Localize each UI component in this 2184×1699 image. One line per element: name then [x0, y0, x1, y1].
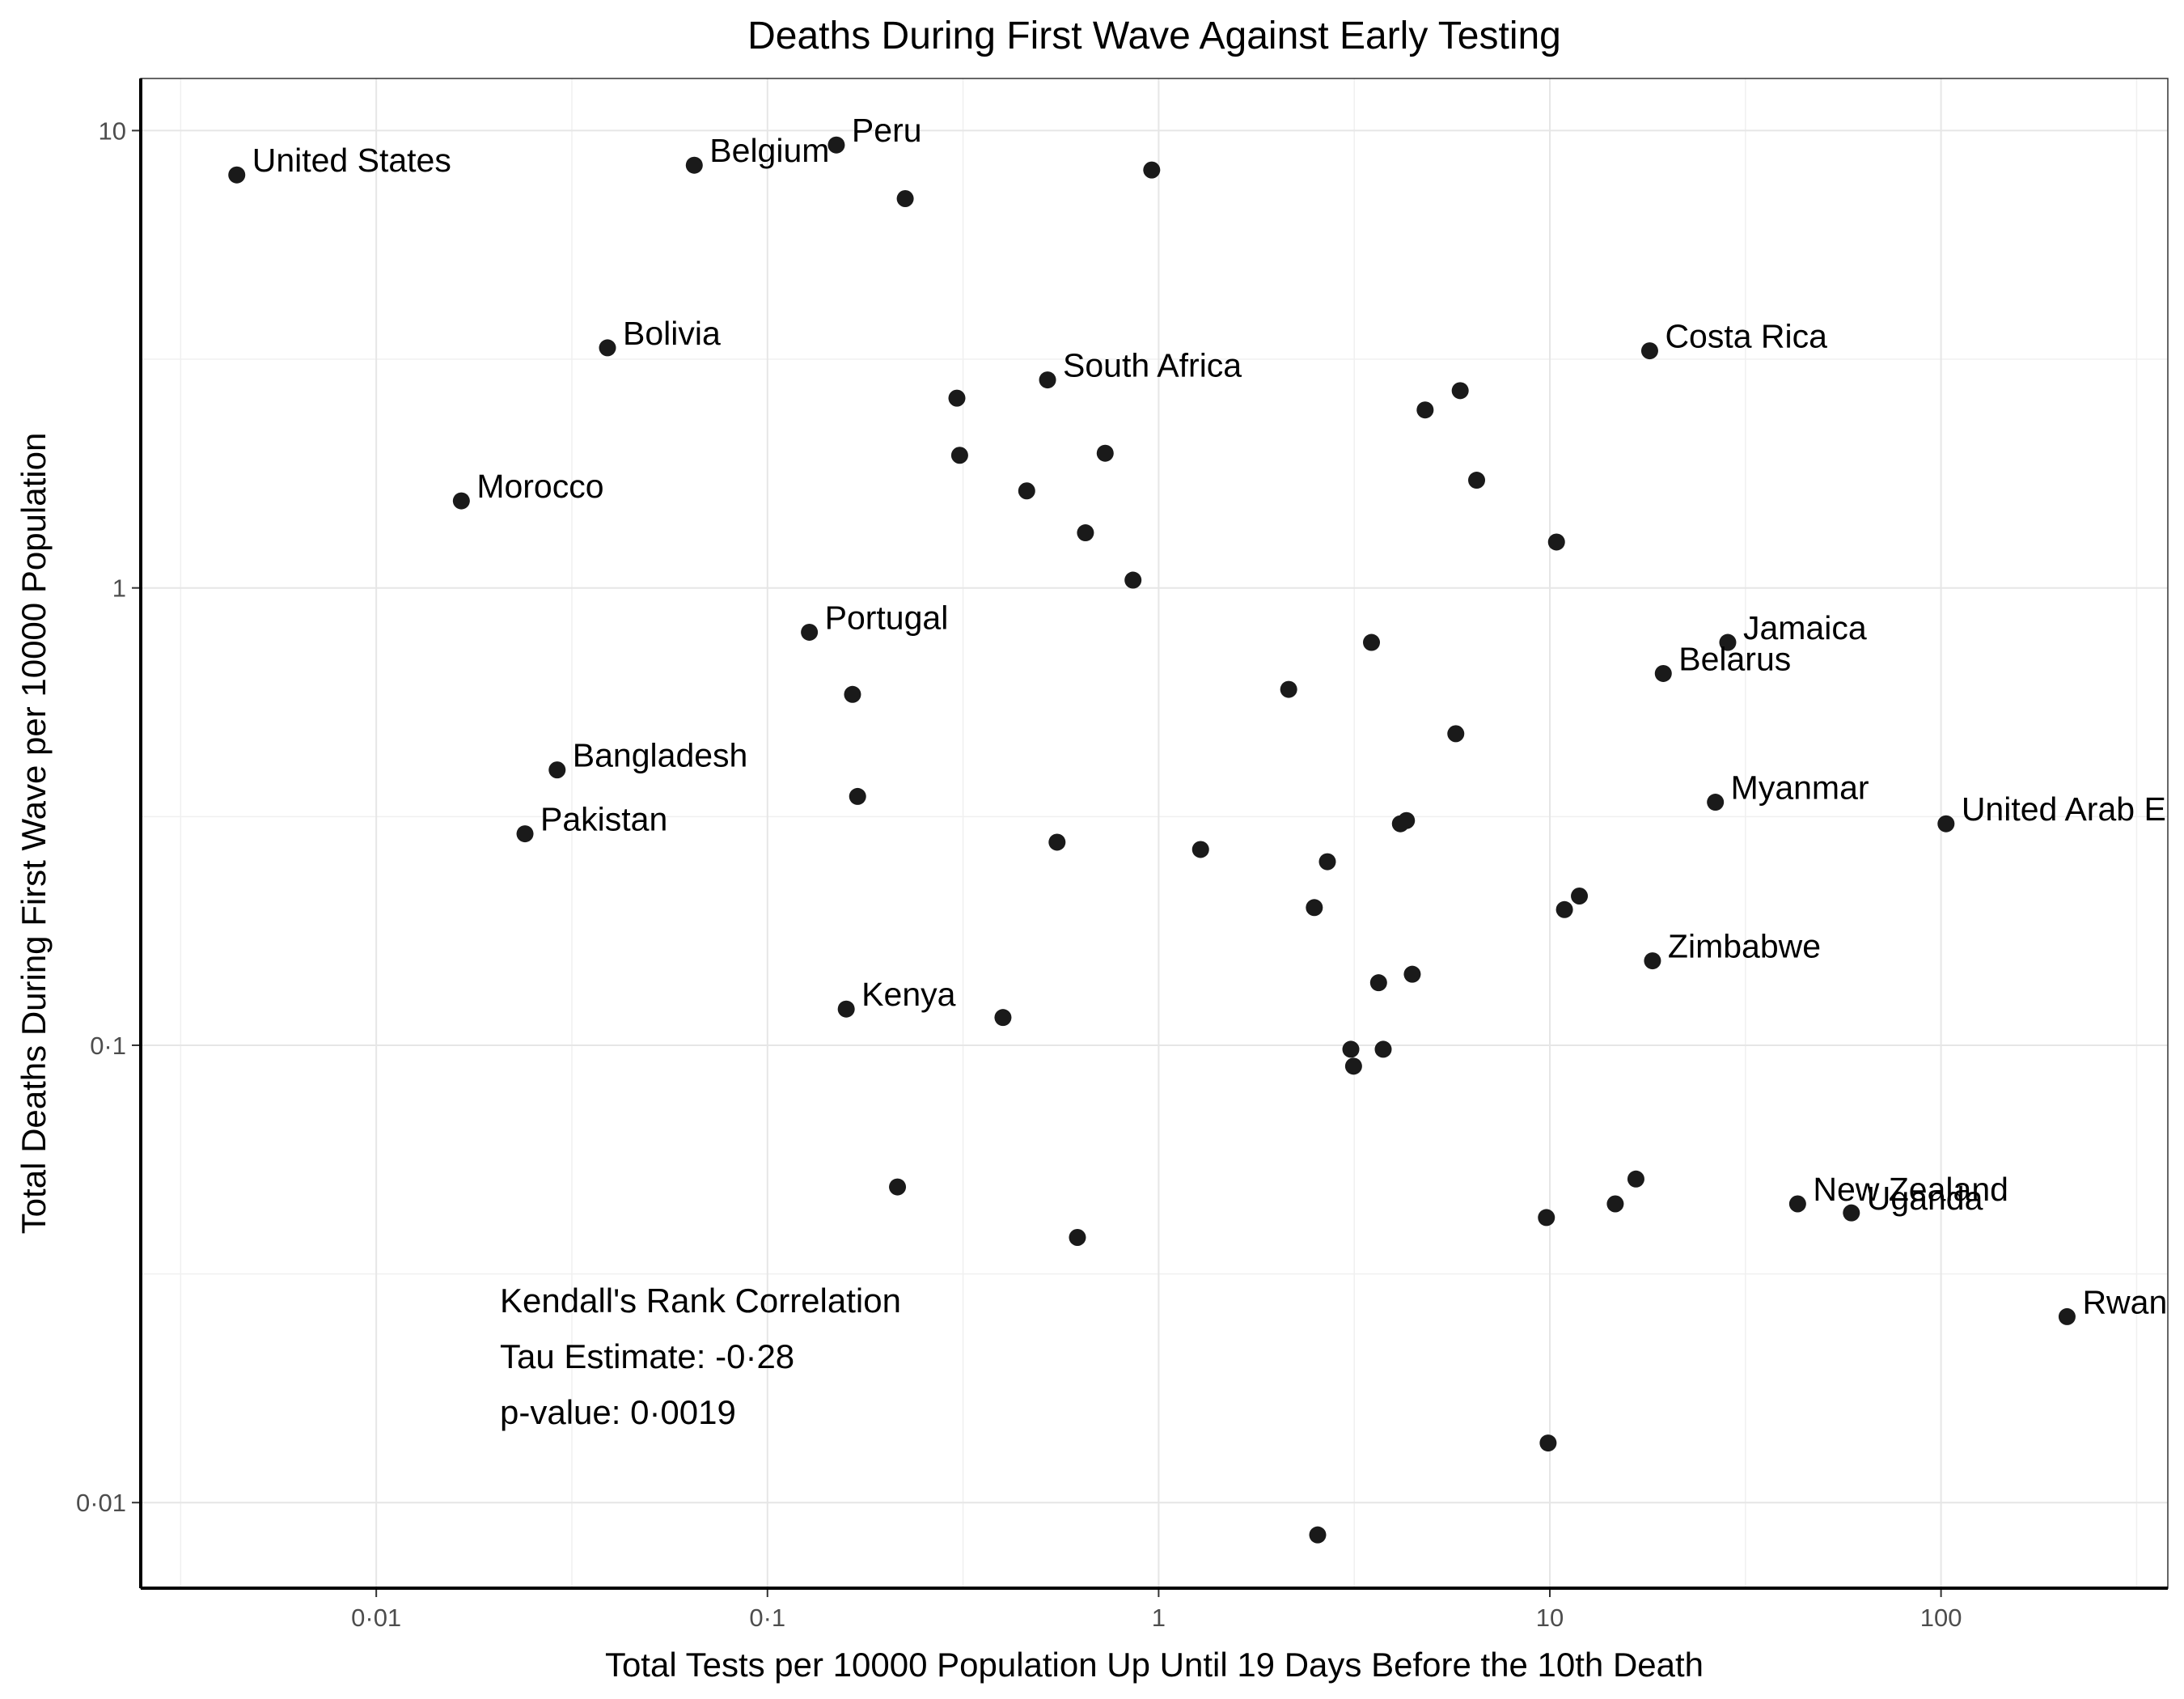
data-point: [1644, 952, 1661, 970]
data-point: [889, 1178, 907, 1196]
data-point: [452, 492, 470, 510]
x-tick-label: 100: [1920, 1604, 1962, 1632]
data-point: [1306, 899, 1323, 917]
y-tick-label: 0·01: [76, 1489, 126, 1517]
data-point: [516, 825, 534, 843]
correlation-annotation: Kendall's Rank Correlation Tau Estimate:…: [500, 1282, 901, 1431]
point-label: Morocco: [476, 468, 603, 505]
point-label: Belgium: [709, 132, 829, 169]
data-point: [1191, 841, 1209, 858]
data-point: [548, 761, 566, 779]
data-point: [1416, 401, 1434, 419]
x-axis-title: Total Tests per 10000 Population Up Unti…: [605, 1646, 1704, 1684]
data-points: [228, 136, 2076, 1544]
point-label: Pakistan: [540, 801, 667, 838]
data-point: [1451, 382, 1469, 400]
y-tick-label: 10: [99, 117, 126, 145]
data-point: [844, 685, 861, 703]
data-point: [1555, 900, 1573, 918]
data-point: [1280, 680, 1297, 698]
data-point: [1369, 974, 1387, 992]
annotation-line-2: Tau Estimate: -0·28: [500, 1337, 794, 1375]
data-point: [1627, 1170, 1644, 1188]
data-point: [1640, 342, 1658, 360]
data-point: [801, 623, 819, 641]
data-point: [1707, 794, 1725, 811]
data-point: [837, 1000, 855, 1018]
data-point: [1403, 965, 1421, 983]
data-point: [1096, 444, 1114, 462]
data-point: [950, 447, 968, 464]
point-label: Zimbabwe: [1668, 928, 1821, 965]
data-point: [1654, 664, 1672, 682]
data-point: [1342, 1040, 1360, 1058]
data-point: [1539, 1434, 1557, 1452]
chart-title: Deaths During First Wave Against Early T…: [747, 15, 1561, 57]
point-label: Jamaica: [1743, 609, 1867, 646]
data-point: [1468, 472, 1486, 489]
point-label: Costa Rica: [1665, 318, 1827, 355]
point-label: Portugal: [825, 599, 949, 636]
point-labels: United States Belgium Peru Bolivia South Afr…: [252, 112, 2184, 1320]
data-point: [896, 189, 914, 207]
point-label: New Zealand: [1813, 1171, 2008, 1208]
point-label: Bolivia: [623, 315, 721, 352]
data-point: [1571, 887, 1589, 905]
point-label: Uganda: [1867, 1180, 1983, 1217]
data-point: [1124, 571, 1142, 589]
data-point: [827, 136, 845, 154]
data-point: [685, 156, 703, 174]
y-tick-label: 0·1: [90, 1032, 126, 1060]
data-point: [1538, 1209, 1555, 1227]
data-point: [1143, 161, 1161, 179]
point-label: United Arab Emirates: [1962, 790, 2184, 828]
annotation-line-3: p-value: 0·0019: [500, 1393, 736, 1431]
data-point: [1547, 533, 1565, 551]
data-point: [1048, 833, 1066, 851]
axes: 0·01 0·1 1 10 100 0·01 0·1 1 10: [76, 78, 2168, 1632]
data-point: [1374, 1040, 1392, 1058]
data-point: [2058, 1307, 2076, 1325]
data-point: [948, 389, 966, 407]
data-point: [849, 787, 866, 805]
point-label: Peru: [852, 112, 922, 149]
y-axis-title: Total Deaths During First Wave per 10000…: [15, 433, 53, 1235]
y-tick-label: 1: [112, 574, 126, 603]
data-point: [1309, 1526, 1327, 1544]
data-point: [994, 1009, 1012, 1027]
x-tick-label: 10: [1536, 1604, 1564, 1632]
point-label: Bangladesh: [573, 737, 748, 774]
point-label: Kenya: [861, 976, 955, 1013]
x-tick-label: 0·01: [351, 1604, 401, 1632]
data-point: [1344, 1057, 1362, 1075]
data-point: [1843, 1204, 1860, 1222]
point-label: Belarus: [1678, 640, 1791, 677]
point-label: Rwanda: [2082, 1283, 2184, 1320]
data-point: [1318, 853, 1336, 871]
data-point: [1937, 815, 1955, 833]
point-label: South Africa: [1063, 347, 1242, 384]
data-point: [1069, 1229, 1086, 1247]
data-point: [1039, 371, 1056, 389]
data-point: [1077, 524, 1094, 542]
data-point: [1398, 811, 1416, 829]
data-point: [1447, 725, 1465, 743]
point-label: Myanmar: [1731, 769, 1869, 807]
data-point: [1606, 1195, 1624, 1213]
data-point: [1363, 633, 1381, 651]
annotation-line-1: Kendall's Rank Correlation: [500, 1282, 901, 1320]
data-point: [228, 166, 246, 184]
data-point: [1018, 482, 1035, 500]
data-point: [599, 339, 616, 357]
data-point: [1719, 633, 1737, 651]
x-tick-label: 0·1: [749, 1604, 785, 1632]
data-point: [1788, 1195, 1806, 1213]
grid: [141, 78, 2168, 1588]
point-label: United States: [252, 142, 451, 179]
x-tick-label: 1: [1152, 1604, 1166, 1632]
